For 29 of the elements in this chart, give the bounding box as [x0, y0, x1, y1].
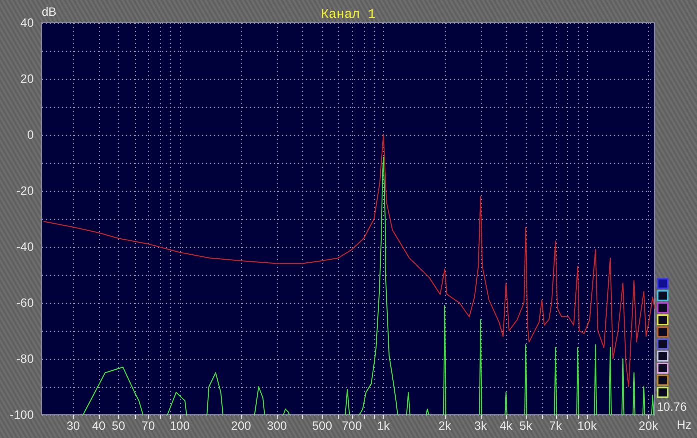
y-tick-label: 20	[20, 72, 34, 86]
x-tick-label: 1k	[377, 419, 391, 433]
y-tick-label: -60	[16, 296, 34, 310]
x-tick-label: 40	[92, 419, 106, 433]
y-tick-label: -100	[10, 408, 34, 422]
x-tick-label: 700	[342, 419, 362, 433]
text: 10.76	[657, 400, 688, 414]
x-tick-label: 5k	[520, 419, 534, 433]
x-tick-label: 200	[231, 419, 252, 433]
x-tick-label: 70	[142, 419, 156, 433]
y-tick-label: -80	[16, 352, 34, 366]
x-tick-label: 7k	[549, 419, 564, 433]
y-tick-label: 40	[20, 16, 34, 30]
chart-title: Канал 1	[321, 7, 376, 22]
x-tick-label: 100	[170, 419, 190, 433]
x-tick-label: 500	[312, 419, 333, 433]
y-tick-label: -20	[16, 184, 34, 198]
x-tick-label: 20k	[638, 419, 660, 433]
y-axis-title: dB	[42, 5, 57, 19]
x-tick-label: 2k	[438, 419, 452, 433]
x-tick-label: 30	[66, 419, 81, 433]
x-tick-label: 10k	[578, 419, 598, 433]
x-tick-label: 4k	[500, 419, 514, 433]
x-tick-label: 300	[267, 419, 288, 433]
x-tick-label: 50	[112, 419, 126, 433]
y-tick-label: 0	[27, 128, 34, 142]
x-axis-title: Hz	[677, 418, 692, 432]
y-tick-label: -40	[16, 240, 34, 254]
x-tick-label: 3k	[474, 419, 488, 433]
